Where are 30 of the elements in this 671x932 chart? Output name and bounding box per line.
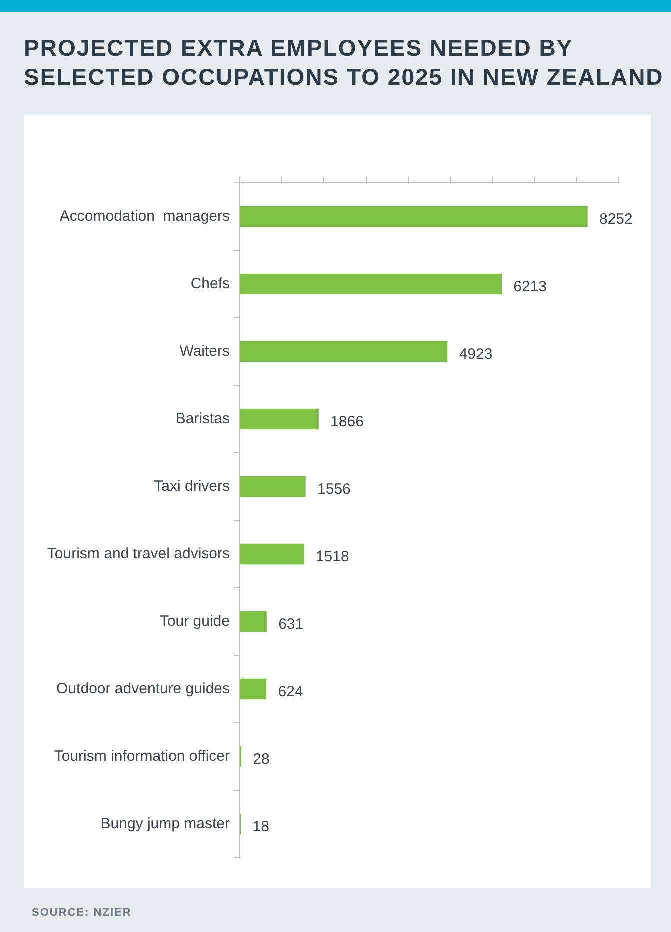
data-label: 28: [253, 750, 270, 768]
chart-title: PROJECTED EXTRA EMPLOYEES NEEDED BY SELECTED OCCUPATIONS TO 2025 IN NEW ZEALAND: [24, 34, 664, 92]
bar: [240, 544, 304, 565]
bar: [240, 476, 306, 498]
y-tick-label: Taxi drivers: [154, 478, 230, 495]
y-tick-label: Outdoor adventure guides: [56, 680, 230, 698]
bar: [240, 611, 267, 632]
y-tick-label: Chefs: [190, 275, 230, 292]
bar: [240, 408, 319, 430]
data-label: 4923: [459, 346, 493, 363]
y-tick-label: Bungy jump master: [100, 815, 230, 832]
y-tick-label: Tour guide: [160, 612, 230, 630]
bar: [240, 341, 448, 362]
y-tick-label: Baristas: [176, 410, 230, 428]
y-tick-label: Tourism information officer: [54, 748, 230, 765]
y-tick-label: Accomodation managers: [60, 208, 230, 225]
data-label: 8252: [600, 210, 633, 228]
data-label: 631: [278, 616, 304, 633]
data-label: 1866: [330, 413, 364, 430]
data-label: 1556: [318, 480, 351, 498]
data-label: 624: [278, 683, 304, 700]
y-tick-label: Tourism and travel advisors: [47, 545, 230, 562]
bar: [240, 678, 267, 700]
bar: [240, 274, 502, 295]
data-label: 1518: [316, 548, 350, 566]
data-label: 6213: [514, 278, 548, 296]
y-tick-label: Waiters: [180, 342, 230, 360]
bar: [240, 206, 588, 228]
source-note: SOURCE: NZIER: [32, 907, 132, 919]
data-label: 18: [252, 818, 270, 836]
